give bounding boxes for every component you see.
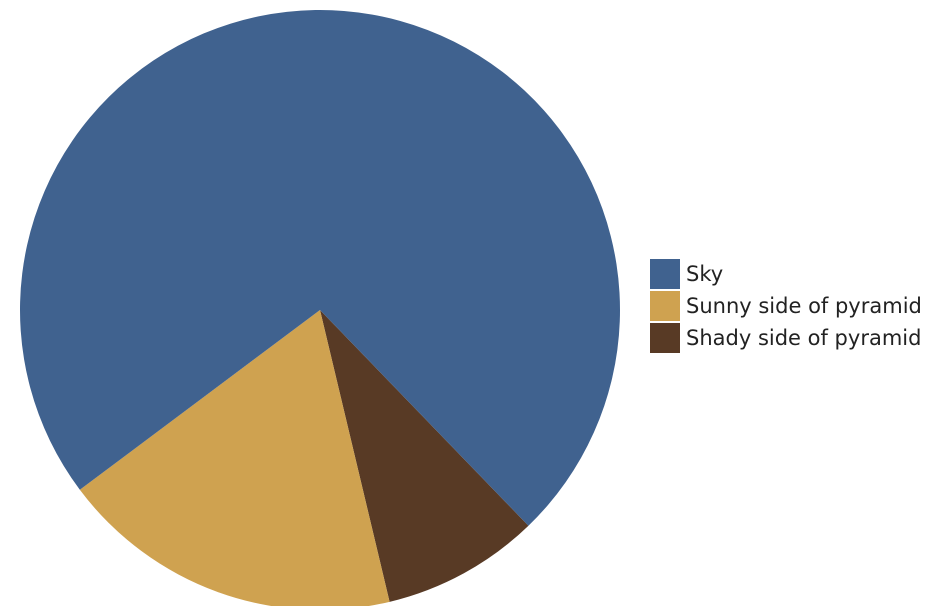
legend-swatch-sunny-side [650, 291, 680, 321]
pie-slice-shady-side-of-pyramid [320, 310, 529, 602]
legend-label-sky: Sky [686, 261, 724, 286]
legend-label-sunny-side: Sunny side of pyramid [686, 293, 922, 318]
legend-swatch-sky [650, 259, 680, 289]
legend-item-sky: Sky [650, 258, 922, 290]
legend-swatch-shady-side [650, 323, 680, 353]
legend-label-shady-side: Shady side of pyramid [686, 325, 922, 350]
legend-item-sunny-side: Sunny side of pyramid [650, 290, 922, 322]
legend: Sky Sunny side of pyramid Shady side of … [650, 258, 922, 354]
pie-slice-sky [19, 9, 620, 526]
legend-item-shady-side: Shady side of pyramid [650, 322, 922, 354]
pie-slice-sunny-side-of-pyramid [79, 310, 390, 606]
pie-chart [19, 9, 620, 606]
